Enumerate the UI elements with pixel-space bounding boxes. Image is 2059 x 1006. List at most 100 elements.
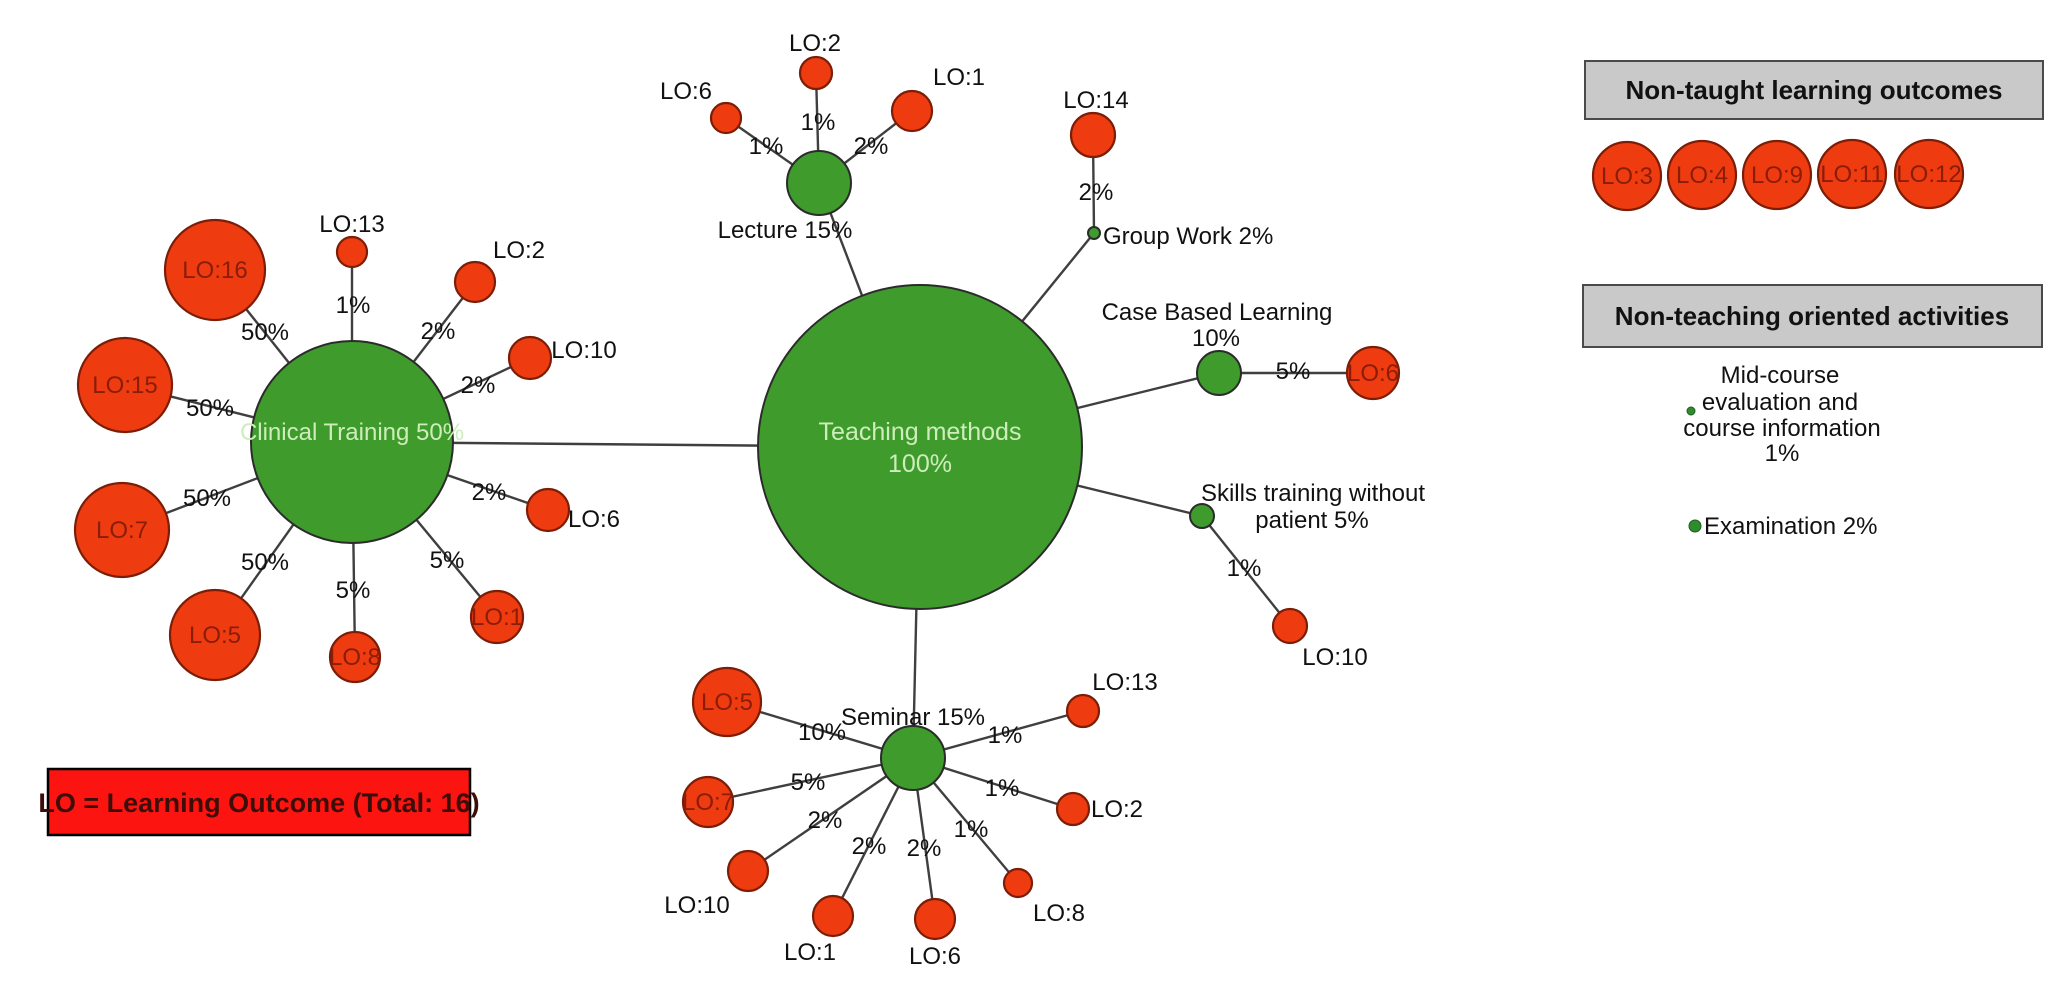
clinical-lo2-label: LO:2 <box>493 237 545 264</box>
edge-skills-lo10 <box>1201 515 1291 627</box>
skills-satellite-labels: LO:10 1% <box>1227 555 1368 671</box>
group-work-label: Group Work 2% <box>1103 223 1273 250</box>
non-teaching-panel: Non-teaching oriented activities Mid-cou… <box>1582 284 2043 540</box>
clinical-lo1-circle <box>469 589 525 645</box>
non-taught-lo11-label: LO:11 <box>1820 161 1884 188</box>
non-taught-lo9-label: LO:9 <box>1751 162 1803 189</box>
seminar-lo6-pct: 2% <box>907 835 942 862</box>
clinical-lo6-pct: 2% <box>472 479 507 506</box>
lecture-lo6-label: LO:6 <box>660 78 712 105</box>
clinical-lo10-circle <box>507 335 553 381</box>
lecture-lo1-circle <box>890 89 934 133</box>
casebased-lo6-label: LO:6 <box>1347 360 1399 387</box>
non-taught-lo9-circle <box>1741 139 1813 211</box>
mid-course-bullet-dot <box>1686 406 1696 416</box>
clinical-lo5-label: LO:5 <box>189 622 241 649</box>
mid-course-line2: evaluation and <box>1702 389 1858 416</box>
clinical-lo13-label: LO:13 <box>319 211 384 238</box>
case-based-node <box>1196 350 1242 396</box>
teaching-methods-pct: 100% <box>888 450 952 478</box>
seminar-lo6-circle <box>913 897 957 941</box>
seminar-lo13-circle <box>1065 693 1101 729</box>
edge-seminar-lo7 <box>707 756 914 804</box>
clinical-satellite-nodes <box>73 218 571 684</box>
skills-label-line1: Skills training without <box>1201 480 1425 507</box>
seminar-lo7-pct: 5% <box>791 769 826 796</box>
seminar-lo1-circle <box>811 894 855 938</box>
hub-nodes <box>250 150 1242 791</box>
lecture-satellite-labels: LO:6 LO:2 LO:1 1% 1% 2% <box>660 30 985 160</box>
skills-label-line2: patient 5% <box>1255 507 1368 534</box>
seminar-lo1-label: LO:1 <box>784 939 836 966</box>
non-teaching-header-box <box>1582 284 2043 348</box>
case-based-pct: 10% <box>1192 325 1240 352</box>
legend-box <box>46 767 472 837</box>
edge-seminar-lo10 <box>747 757 914 872</box>
lecture-lo2-circle <box>798 55 834 91</box>
lecture-lo6-pct: 1% <box>749 133 784 160</box>
non-taught-lo12-label: LO:12 <box>1896 161 1961 188</box>
groupwork-satellite-nodes <box>1069 111 1117 159</box>
seminar-lo2-label: LO:2 <box>1091 796 1143 823</box>
groupwork-lo14-label: LO:14 <box>1063 87 1128 114</box>
clinical-lo16-label: LO:16 <box>182 257 247 284</box>
examination-label: Examination 2% <box>1704 513 1877 540</box>
seminar-lo7-label: LO:7 <box>682 789 734 816</box>
clinical-lo5-pct: 50% <box>241 549 289 576</box>
clinical-lo2-circle <box>453 260 497 304</box>
casebased-lo6-circle <box>1345 345 1401 401</box>
casebased-satellite-labels: LO:6 5% <box>1276 358 1399 387</box>
case-based-label: Case Based Learning <box>1102 299 1333 326</box>
clinical-lo5-circle <box>168 588 262 682</box>
legend: LO = Learning Outcome (Total: 16) <box>38 767 480 837</box>
clinical-lo7-label: LO:7 <box>96 517 148 544</box>
seminar-lo7-circle <box>681 775 735 829</box>
seminar-label: Seminar 15% <box>841 704 985 731</box>
legend-text: LO = Learning Outcome (Total: 16) <box>38 788 479 818</box>
clinical-lo7-circle <box>73 481 171 579</box>
clinical-lo16-circle <box>163 218 267 322</box>
examination-bullet-dot <box>1688 519 1702 533</box>
seminar-lo2-pct: 1% <box>985 775 1020 802</box>
clinical-lo15-circle <box>76 336 174 434</box>
lecture-label: Lecture 15% <box>718 217 853 244</box>
seminar-node <box>880 725 946 791</box>
seminar-lo10-pct: 2% <box>808 807 843 834</box>
clinical-lo6-label: LO:6 <box>568 506 620 533</box>
lecture-lo1-label: LO:1 <box>933 64 985 91</box>
lecture-node <box>786 150 852 216</box>
lecture-lo2-label: LO:2 <box>789 30 841 57</box>
seminar-lo5-circle <box>691 666 763 738</box>
clinical-satellite-labels: LO:16 LO:15 LO:7 LO:5 LO:13 LO:2 LO:10 L… <box>92 211 620 671</box>
non-taught-lo11-circle <box>1816 138 1888 210</box>
seminar-lo13-label: LO:13 <box>1092 669 1157 696</box>
clinical-lo15-pct: 50% <box>186 395 234 422</box>
seminar-satellite-nodes <box>681 666 1101 941</box>
clinical-lo10-label: LO:10 <box>551 337 616 364</box>
clinical-training-node <box>250 340 454 544</box>
teaching-methods-label: Teaching methods <box>819 418 1022 446</box>
groupwork-lo14-circle <box>1069 111 1117 159</box>
mid-course-line1: Mid-course <box>1721 362 1840 389</box>
non-taught-header-box <box>1584 60 2044 120</box>
seminar-lo8-circle <box>1002 867 1034 899</box>
teaching-methods-node <box>757 284 1083 610</box>
clinical-lo8-label: LO:8 <box>329 644 381 671</box>
lecture-lo1-pct: 2% <box>854 133 889 160</box>
non-taught-panel: Non-taught learning outcomes LO:3 LO:4 L… <box>1584 60 2044 212</box>
clinical-lo6-circle <box>525 487 571 533</box>
seminar-lo10-circle <box>726 849 770 893</box>
lecture-lo6-circle <box>709 101 743 135</box>
non-taught-lo4-circle <box>1666 139 1738 211</box>
clinical-lo1-pct: 5% <box>430 547 465 574</box>
seminar-lo13-pct: 1% <box>988 722 1023 749</box>
group-work-node <box>1087 226 1101 240</box>
groupwork-satellite-labels: LO:14 2% <box>1063 87 1128 206</box>
seminar-lo1-pct: 2% <box>852 833 887 860</box>
clinical-lo8-pct: 5% <box>336 577 371 604</box>
clinical-lo1-label: LO:1 <box>471 604 523 631</box>
non-taught-title: Non-taught learning outcomes <box>1626 75 2003 105</box>
seminar-lo6-label: LO:6 <box>909 943 961 970</box>
